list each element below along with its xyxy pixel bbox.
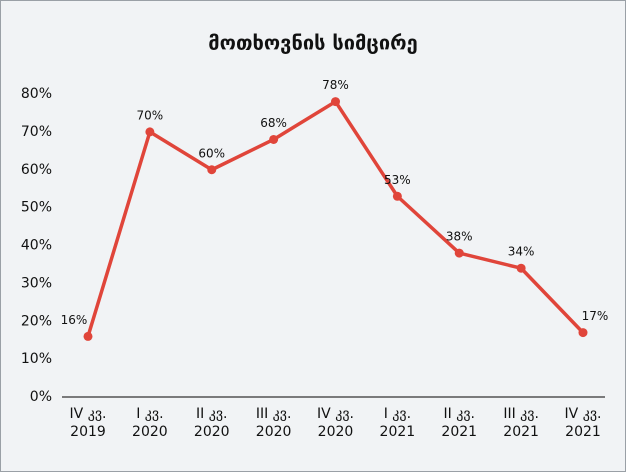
x-tick-label: II კვ.: [196, 406, 227, 422]
x-tick-label: 2019: [70, 424, 106, 440]
x-tick-label: 2021: [380, 424, 416, 440]
value-label: 16%: [61, 313, 88, 327]
x-tick-label: I კვ.: [384, 406, 411, 422]
x-tick-label: I კვ.: [136, 406, 163, 422]
x-tick-label: 2021: [441, 424, 477, 440]
point: [454, 248, 464, 258]
x-tick-label: IV კვ.: [565, 406, 602, 422]
point: [269, 134, 279, 144]
value-label: 34%: [508, 245, 535, 259]
y-tick-label: 70%: [21, 124, 52, 140]
value-label: 38%: [446, 230, 473, 244]
x-tick-label: IV კვ.: [70, 406, 107, 422]
value-label: 68%: [260, 116, 287, 130]
point: [83, 331, 93, 341]
point: [392, 191, 402, 201]
x-tick-label: III კვ.: [503, 406, 539, 422]
value-label: 78%: [322, 78, 349, 92]
y-tick-label: 20%: [21, 313, 52, 329]
point: [331, 97, 340, 107]
value-label: 17%: [582, 309, 609, 323]
point: [207, 165, 217, 175]
x-tick-label: 2020: [318, 424, 354, 440]
chart-title: მოთხოვნის სიმცირე: [208, 31, 417, 55]
value-label: 70%: [137, 108, 164, 122]
point: [578, 328, 588, 338]
value-label: 60%: [198, 146, 225, 160]
value-label: 53%: [384, 173, 411, 187]
x-tick-label: 2021: [565, 424, 601, 440]
x-tick-label: 2021: [503, 424, 539, 440]
x-tick-label: III კვ.: [256, 406, 292, 422]
y-tick-label: 80%: [21, 86, 52, 102]
y-tick-label: 10%: [21, 351, 52, 367]
y-tick-label: 60%: [21, 162, 52, 178]
point: [516, 263, 526, 273]
y-tick-label: 0%: [30, 389, 52, 405]
y-tick-label: 50%: [21, 200, 52, 216]
x-tick-label: 2020: [194, 424, 230, 440]
x-tick-label: 2020: [132, 424, 168, 440]
x-tick-label: II კვ.: [444, 406, 475, 422]
x-tick-label: IV კვ.: [317, 406, 354, 422]
point: [145, 127, 155, 137]
y-tick-label: 40%: [21, 238, 52, 254]
y-tick-label: 30%: [21, 275, 52, 291]
x-tick-label: 2020: [256, 424, 292, 440]
